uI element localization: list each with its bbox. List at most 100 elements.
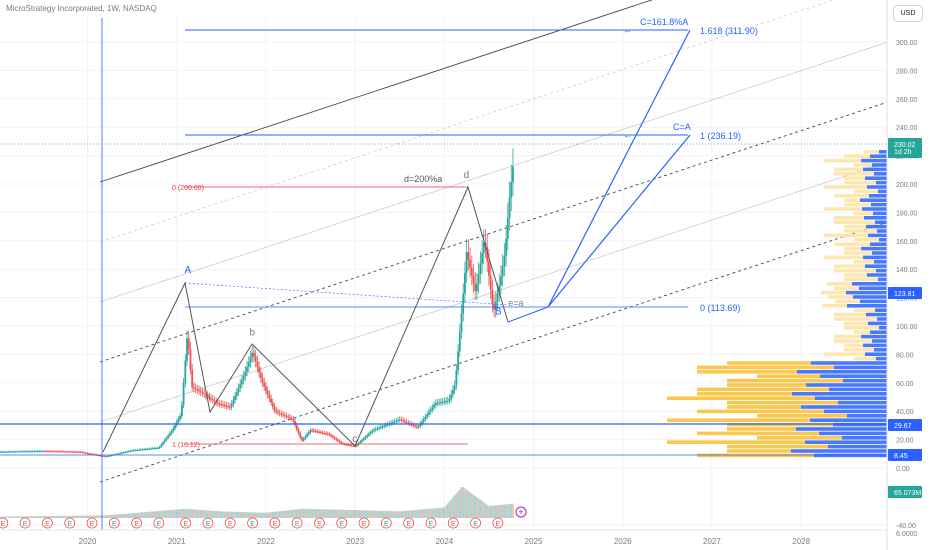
volume-profile-bar [727, 405, 801, 409]
volume-bar [361, 510, 363, 518]
candle-body [419, 423, 422, 427]
volume-bar [460, 487, 463, 518]
earnings-marker-circle[interactable] [425, 517, 437, 529]
plus-icon[interactable]: + [518, 507, 523, 517]
earnings-marker-circle[interactable] [131, 517, 143, 529]
volume-bar [133, 513, 135, 518]
volume-bar [398, 511, 401, 518]
candle-body [105, 456, 108, 458]
earnings-marker-label[interactable]: E [451, 521, 456, 528]
volume-bar [117, 514, 120, 518]
earnings-marker-circle[interactable] [336, 517, 348, 529]
volume-bar [369, 510, 372, 518]
candle-body [494, 301, 497, 310]
earnings-marker-circle[interactable] [108, 517, 120, 529]
earnings-marker-circle[interactable] [314, 517, 325, 529]
earnings-marker-circle[interactable] [291, 517, 303, 529]
drawing-tools[interactable]: ← C=161.8%A 1.618 (311.90) ← C=A 1 (236.19) 0 … [0, 17, 887, 530]
volume-bar [445, 505, 447, 518]
volume-bar [268, 512, 271, 518]
earnings-marker-label[interactable]: E [206, 521, 211, 528]
earnings-marker-circle[interactable] [447, 517, 459, 529]
volume-profile-bar [879, 238, 887, 242]
earnings-marker-label[interactable]: E [273, 521, 278, 528]
volume-bar [498, 505, 501, 518]
wave-path [102, 185, 509, 453]
earnings-marker-label[interactable]: E [112, 521, 117, 528]
earnings-marker-label[interactable]: E [157, 521, 162, 528]
earnings-marker-label[interactable]: E [496, 521, 501, 528]
earnings-marker-circle[interactable] [64, 517, 76, 529]
volume-profile-bar [872, 339, 887, 343]
volume-bar [505, 504, 507, 518]
currency-button[interactable]: USD [893, 5, 923, 22]
volume-bar [105, 515, 108, 518]
earnings-marker-label[interactable]: E [0, 521, 5, 528]
volume-bar [400, 511, 403, 518]
earnings-marker-label[interactable]: E [183, 521, 188, 528]
earnings-marker-label[interactable]: E [67, 521, 72, 528]
earnings-marker-circle[interactable] [380, 517, 392, 529]
volume-profile-bar [697, 370, 797, 374]
earnings-marker-circle[interactable] [403, 517, 415, 529]
candle-body [251, 352, 254, 358]
earnings-marker-label[interactable]: E [250, 521, 255, 528]
volume-bar [50, 516, 53, 518]
earnings-marker-circle[interactable] [202, 517, 214, 529]
candle-body [361, 440, 363, 442]
volume-bar [347, 509, 350, 518]
earnings-marker-circle[interactable] [86, 517, 98, 529]
wave-path [184, 282, 509, 306]
earnings-marker-circle[interactable] [492, 517, 504, 529]
earnings-marker-label[interactable]: E [295, 521, 300, 528]
earnings-marker-label[interactable]: E [23, 521, 28, 528]
volume-bar [163, 510, 166, 518]
earnings-marker-label[interactable]: E [90, 521, 95, 528]
volume-bar [270, 512, 272, 518]
volume-bar [446, 503, 449, 518]
candle-body [127, 451, 130, 453]
earnings-marker-circle[interactable] [269, 517, 281, 529]
earnings-marker-label[interactable]: E [384, 521, 389, 528]
volume-bar [345, 509, 348, 518]
earnings-marker-label[interactable]: E [406, 521, 411, 528]
earnings-marker-circle[interactable] [470, 517, 481, 529]
wave-label: e=a [508, 298, 523, 308]
volume-profile-bar [844, 348, 874, 352]
volume-bar [453, 495, 456, 518]
volume-bar [409, 510, 411, 518]
earnings-marker-circle[interactable] [153, 517, 165, 529]
earnings-marker-circle[interactable] [247, 517, 258, 529]
channel-lines [99, 0, 888, 483]
candle-body [192, 387, 195, 389]
earnings-marker-label[interactable]: E [429, 521, 434, 528]
earnings-marker-label[interactable]: E [317, 521, 322, 528]
candle-body [481, 253, 483, 264]
volume-bar [52, 516, 55, 518]
volume-bar [64, 515, 67, 518]
volume-profile-bar [844, 154, 870, 158]
earnings-marker-circle[interactable] [224, 517, 236, 529]
candle-body [180, 405, 183, 416]
earnings-marker-label[interactable]: E [339, 521, 344, 528]
earnings-marker-circle[interactable] [0, 517, 9, 529]
earnings-markers[interactable]: E E E E E E E E E E E E E E E E E E E E E E E + [0, 506, 527, 529]
plus-icon[interactable] [515, 506, 527, 518]
volume-profile-bar [854, 211, 873, 216]
volume-profile-bar [844, 246, 861, 251]
earnings-marker-label[interactable]: E [45, 521, 50, 528]
volume-bar [172, 509, 175, 518]
earnings-marker-circle[interactable] [19, 517, 31, 529]
earnings-marker-label[interactable]: E [473, 521, 478, 528]
earnings-marker-label[interactable]: E [228, 521, 233, 528]
y-tick-label: 280.00 [896, 68, 918, 75]
volume-bar [208, 510, 211, 518]
earnings-marker-circle[interactable] [358, 517, 370, 529]
volume-bar [381, 510, 384, 518]
earnings-marker-label[interactable]: E [134, 521, 139, 528]
volume-bar [43, 516, 46, 518]
earnings-marker-label[interactable]: E [362, 521, 367, 528]
earnings-marker-circle[interactable] [42, 517, 53, 529]
earnings-marker-circle[interactable] [180, 517, 192, 529]
